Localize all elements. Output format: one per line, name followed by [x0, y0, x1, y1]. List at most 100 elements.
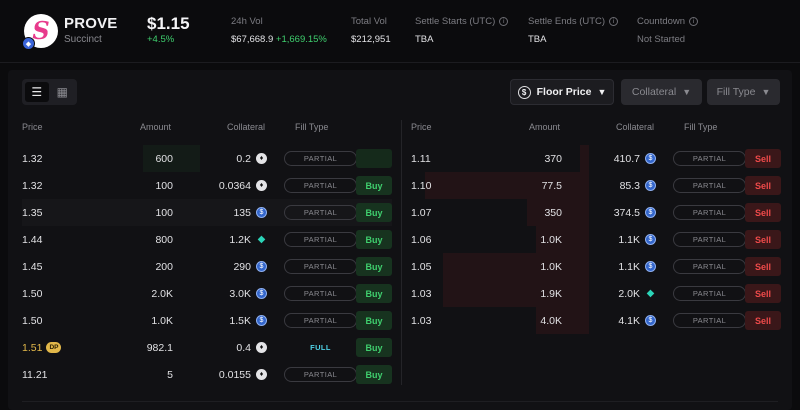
- sell-button[interactable]: Sell: [745, 257, 781, 276]
- buy-button[interactable]: Buy: [356, 257, 392, 276]
- fill-type-dropdown[interactable]: Fill Type ▼: [707, 79, 780, 105]
- usdc-icon: $: [645, 180, 656, 191]
- order-price: 1.44: [22, 226, 42, 253]
- order-price-value: 1.50: [22, 314, 43, 327]
- stat-value: TBA: [528, 34, 547, 45]
- fill-type-badge: PARTIAL: [284, 286, 357, 301]
- depth-bar: [443, 280, 589, 307]
- list-view-icon[interactable]: ☰: [25, 82, 49, 102]
- order-price-value: 1.45: [22, 260, 43, 273]
- panel-bottom-divider: [22, 401, 778, 402]
- buy-button[interactable]: Buy: [356, 338, 392, 357]
- order-collateral: 1.2K ◆: [182, 226, 267, 253]
- fill-type-badge: PARTIAL: [673, 313, 746, 328]
- sell-button[interactable]: Sell: [745, 284, 781, 303]
- collateral-dropdown[interactable]: Collateral ▼: [621, 79, 702, 105]
- order-price: 1.32: [22, 172, 42, 199]
- chevron-down-icon: ▼: [597, 87, 607, 97]
- order-price: 1.35: [22, 199, 42, 226]
- order-price: 1.45: [22, 253, 42, 280]
- sell-button[interactable]: Sell: [745, 149, 781, 168]
- stat-label: Total Vol: [351, 16, 387, 27]
- order-amount: 1.0K: [151, 314, 173, 327]
- usdc-icon: $: [645, 261, 656, 272]
- buy-button[interactable]: Buy: [356, 284, 392, 303]
- fill-type-badge: FULL: [310, 343, 331, 352]
- sell-table-header: Price Amount Collateral Fill Type: [411, 122, 781, 136]
- buy-order-row: 11.21 5 0.0155 ♦ PARTIAL Buy: [22, 361, 392, 388]
- buy-button[interactable]: Buy: [356, 203, 392, 222]
- order-fill-type: PARTIAL: [284, 307, 357, 334]
- depth-bar: [580, 145, 589, 172]
- col-price: Price: [411, 122, 432, 132]
- order-collateral: 2.0K ◆: [571, 280, 656, 307]
- order-amount: 100: [155, 206, 173, 219]
- order-price-value: 1.06: [411, 233, 432, 246]
- order-collateral: 1.1K $: [571, 226, 656, 253]
- buy-button[interactable]: Buy: [356, 365, 392, 384]
- order-price: 1.03: [411, 280, 431, 307]
- order-price: 1.05: [411, 253, 431, 280]
- fill-type-label: Fill Type: [716, 86, 756, 98]
- order-price: 1.50: [22, 280, 42, 307]
- order-action: Buy: [356, 172, 392, 199]
- col-fill-type: Fill Type: [295, 122, 329, 132]
- collateral-value: 2.0K: [618, 287, 640, 300]
- sell-button[interactable]: Sell: [745, 203, 781, 222]
- buy-button[interactable]: [356, 149, 392, 168]
- dp-badge: DP: [46, 342, 62, 353]
- grid-view-icon[interactable]: ▦: [56, 85, 68, 99]
- info-icon[interactable]: i: [499, 17, 509, 26]
- info-icon[interactable]: i: [689, 17, 699, 26]
- buy-button[interactable]: Buy: [356, 176, 392, 195]
- order-fill-type: PARTIAL: [284, 280, 357, 307]
- collateral-value: 0.2: [236, 152, 251, 165]
- col-collateral: Collateral: [227, 122, 266, 132]
- vol-change: +1,669.15%: [275, 34, 327, 45]
- info-icon[interactable]: i: [609, 17, 619, 26]
- order-price-value: 1.03: [411, 314, 432, 327]
- order-price: 1.03: [411, 307, 431, 334]
- order-collateral: 3.0K $: [182, 280, 267, 307]
- token-price: $1.15: [147, 14, 190, 33]
- depth-bar: [443, 253, 589, 280]
- order-collateral: 1.5K $: [182, 307, 267, 334]
- order-amount: 200: [155, 260, 173, 273]
- token-logo: S ◆: [22, 14, 58, 50]
- sell-button[interactable]: Sell: [745, 311, 781, 330]
- order-price-value: 1.35: [22, 206, 43, 219]
- token-subtitle: Succinct: [64, 34, 102, 45]
- usdc-icon: $: [645, 234, 656, 245]
- sell-button[interactable]: Sell: [745, 176, 781, 195]
- buy-button[interactable]: Buy: [356, 230, 392, 249]
- order-fill-type: PARTIAL: [284, 226, 357, 253]
- order-collateral: 410.7 $: [571, 145, 656, 172]
- order-price: 1.51 DP: [22, 334, 62, 361]
- buy-button[interactable]: Buy: [356, 311, 392, 330]
- order-fill-type: PARTIAL: [284, 199, 357, 226]
- eth-icon: ♦: [256, 180, 267, 191]
- fill-type-badge: PARTIAL: [284, 259, 357, 274]
- price-change: +4.5%: [147, 34, 175, 45]
- buy-order-row: 1.50 2.0K 3.0K $ PARTIAL Buy: [22, 280, 392, 307]
- usdc-icon: $: [645, 153, 656, 164]
- order-price-value: 1.51: [22, 341, 43, 354]
- order-fill-type: PARTIAL: [673, 307, 746, 334]
- collateral-value: 4.1K: [618, 314, 640, 327]
- usdc-icon: $: [256, 207, 267, 218]
- eth-icon: ♦: [256, 342, 267, 353]
- order-collateral: 85.3 $: [571, 172, 656, 199]
- sort-floor-price-dropdown[interactable]: $ Floor Price ▼: [510, 79, 614, 105]
- fill-type-badge: PARTIAL: [673, 205, 746, 220]
- order-amount: 77.5: [541, 179, 562, 192]
- sell-order-row: 1.10 77.5 85.3 $ PARTIAL Sell: [411, 172, 781, 199]
- stat-value: Not Started: [637, 34, 686, 45]
- collateral-value: 85.3: [619, 179, 640, 192]
- sell-button[interactable]: Sell: [745, 230, 781, 249]
- order-action: Sell: [745, 280, 781, 307]
- order-action: Buy: [356, 334, 392, 361]
- order-price-value: 1.11: [411, 152, 431, 165]
- fill-type-badge: PARTIAL: [673, 232, 746, 247]
- chevron-down-icon: ▼: [682, 87, 692, 97]
- order-collateral: 0.0364 ♦: [182, 172, 267, 199]
